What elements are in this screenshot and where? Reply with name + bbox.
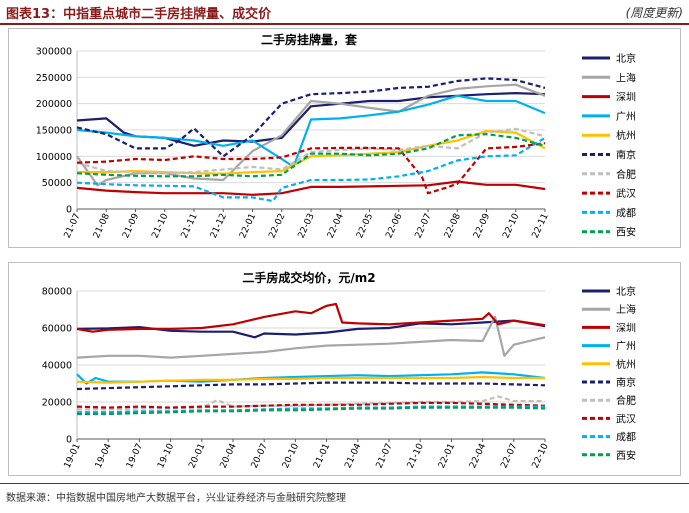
chart-title: 二手房成交均价，元/m2: [242, 270, 375, 285]
legend-label: 上海: [616, 71, 636, 84]
x-tick-label: 22-04: [326, 212, 346, 240]
legend-label: 合肥: [616, 394, 636, 407]
x-tick-label: 22-02: [267, 212, 287, 240]
y-tick-label: 50000: [42, 178, 72, 189]
series-line-西安: [76, 133, 546, 178]
legend-label: 上海: [616, 303, 636, 316]
x-tick-label: 19-01: [63, 442, 83, 470]
legend-label: 武汉: [616, 412, 636, 425]
legend-label: 南京: [616, 376, 636, 389]
legend-label: 西安: [616, 449, 636, 462]
legend-label: 杭州: [616, 129, 636, 142]
series-line-上海: [76, 83, 546, 187]
series-line-深圳: [76, 302, 546, 333]
x-tick-label: 19-07: [125, 442, 145, 470]
series-line-武汉: [76, 401, 546, 409]
legend-label: 广州: [616, 341, 636, 353]
legend-label: 武汉: [616, 187, 636, 200]
x-tick-label: 21-07: [63, 212, 83, 240]
update-frequency: (周度更新): [625, 6, 683, 20]
legend-label: 南京: [616, 149, 636, 162]
listing-volume-chart-panel: 二手房挂牌量，套 0 50000 100000 150000 200000 250000 30…: [8, 28, 681, 248]
transaction-price-chart-panel: 二手房成交均价，元/m2 0 20000 40000 60000 80000 19-01 19…: [8, 262, 681, 476]
x-tick-label: 21-12: [209, 212, 229, 240]
y-tick-label: 0: [66, 435, 72, 446]
legend-label: 深圳: [616, 92, 636, 104]
x-tick-label: 22-01: [238, 212, 258, 240]
legend-label: 合肥: [616, 168, 636, 181]
header-divider: [0, 23, 689, 25]
y-tick-label: 0: [66, 205, 72, 216]
legend-label: 北京: [616, 285, 636, 298]
y-tick-label: 250000: [36, 73, 72, 84]
legend-label: 西安: [616, 226, 636, 239]
series-line-南京: [76, 381, 546, 391]
series-line-成都: [76, 136, 546, 203]
series-line-西安: [77, 406, 546, 416]
x-tick-label: 20-01: [187, 442, 207, 470]
x-tick-label: 20-10: [281, 442, 301, 470]
series-line-深圳: [76, 180, 546, 196]
y-tick-label: 60000: [42, 324, 72, 335]
x-tick-label: 22-11: [531, 212, 551, 240]
x-tick-label: 19-04: [94, 442, 114, 470]
x-tick-label: 21-04: [343, 442, 363, 470]
legend-label: 北京: [616, 52, 636, 65]
y-tick-label: 40000: [42, 361, 72, 372]
x-tick-label: 20-07: [250, 442, 270, 470]
x-tick-label: 22-07: [414, 212, 434, 240]
data-source: 数据来源：中指数据中国房地产大数据平台，兴业证券经济与金融研究院整理: [6, 493, 346, 504]
listing-volume-chart: 二手房挂牌量，套 0 50000 100000 150000 200000 250000 30…: [36, 32, 636, 240]
series-line-广州: [76, 371, 546, 385]
legend-label: 成都: [616, 207, 636, 219]
x-tick-label: 22-06: [384, 212, 404, 240]
x-tick-label: 22-04: [468, 442, 488, 470]
header: 图表13：中指重点城市二手房挂牌量、成交价 (周度更新): [0, 0, 689, 25]
series-line-广州: [76, 94, 546, 168]
y-tick-label: 20000: [42, 398, 72, 409]
series-line-合肥: [76, 127, 546, 175]
x-tick-label: 22-09: [472, 212, 492, 240]
y-tick-label: 200000: [36, 99, 72, 110]
x-tick-label: 21-09: [121, 212, 141, 240]
chart-title: 二手房挂牌量，套: [261, 32, 358, 47]
x-tick-label: 21-10: [406, 442, 426, 470]
legend-label: 深圳: [616, 322, 636, 334]
legend-label: 成都: [616, 432, 636, 444]
y-tick-label: 150000: [36, 126, 72, 137]
x-tick-label: 21-08: [92, 212, 112, 240]
series-line-武汉: [76, 142, 546, 195]
x-tick-label: 19-10: [156, 442, 176, 470]
x-tick-label: 22-05: [355, 212, 375, 240]
x-tick-label: 20-04: [219, 442, 239, 470]
legend-label: 广州: [616, 111, 636, 123]
series-line-杭州: [77, 129, 546, 175]
x-tick-label: 22-03: [297, 212, 317, 240]
x-tick-label: 21-11: [180, 212, 200, 240]
y-tick-label: 80000: [42, 287, 72, 298]
x-tick-label: 21-07: [375, 442, 395, 470]
x-tick-label: 21-01: [312, 442, 332, 470]
figure-title: 图表13：中指重点城市二手房挂牌量、成交价: [6, 7, 272, 22]
transaction-price-chart: 二手房成交均价，元/m2 0 20000 40000 60000 80000 19-01 19…: [42, 270, 636, 470]
footer-divider: [0, 483, 689, 484]
series-line-杭州: [76, 375, 545, 384]
y-tick-label: 300000: [36, 47, 72, 58]
x-tick-label: 22-01: [437, 442, 457, 470]
series-line-成都: [77, 405, 545, 414]
x-tick-label: 22-07: [499, 442, 519, 470]
x-tick-label: 22-10: [531, 442, 551, 470]
x-tick-label: 22-10: [501, 212, 521, 240]
y-tick-label: 100000: [36, 152, 72, 163]
x-tick-label: 22-08: [443, 212, 463, 240]
x-tick-label: 21-10: [150, 212, 170, 240]
series-line-南京: [76, 77, 546, 158]
legend-label: 杭州: [616, 358, 636, 371]
